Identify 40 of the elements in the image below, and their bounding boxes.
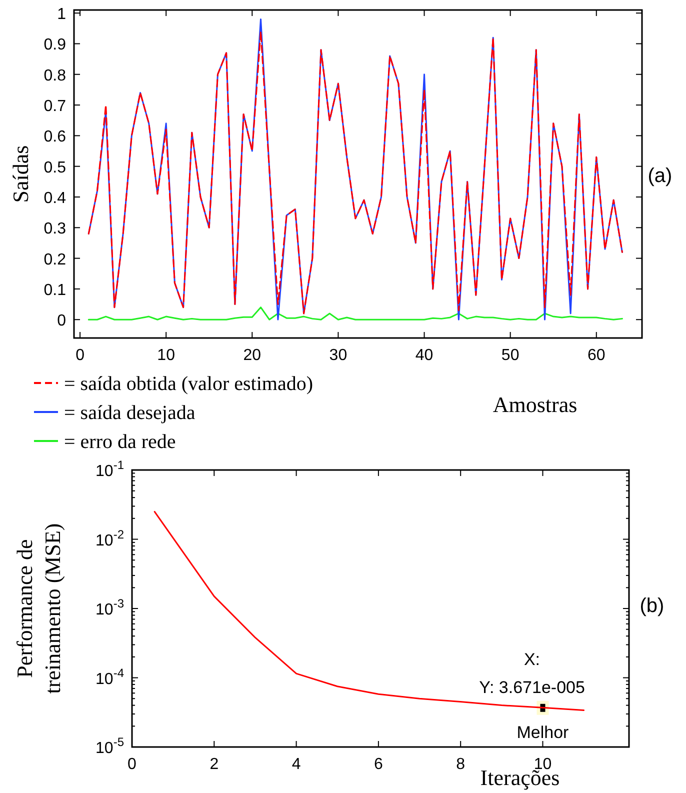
- y-tick-label: 10$^{-5}$: [96, 735, 124, 757]
- y-axis-title: Performance de treinamento (MSE): [12, 523, 65, 694]
- y-tick-label: 10$^{-3}$: [96, 596, 124, 618]
- annotation: X:: [524, 650, 540, 669]
- series-label: Melhor: [516, 722, 570, 742]
- y-tick-label: 0.3: [44, 220, 66, 238]
- y-tick-label: 1: [57, 6, 66, 24]
- y-tick-label: 0.8: [44, 67, 66, 84]
- y-axis-title: Saídas: [8, 145, 33, 203]
- x-tick-label: 4: [292, 756, 301, 773]
- x-tick-label: 0: [76, 347, 85, 364]
- legend-label: = erro da rede: [64, 431, 176, 453]
- x-axis-title: Amostras: [492, 392, 578, 417]
- x-tick-label: 10: [157, 347, 176, 364]
- y-tick-label: 10$^{-1}$: [96, 458, 124, 480]
- y-tick-label: 0.7: [44, 98, 66, 116]
- text: (b): [640, 595, 664, 617]
- x-tick-label: 40: [415, 347, 434, 364]
- x-tick-label: 50: [501, 347, 520, 364]
- y-tick-label: 0.6: [44, 128, 66, 146]
- text: (a): [648, 165, 672, 187]
- annotation: Y: 3.671e-005: [479, 678, 585, 697]
- y-tick-label: 0.9: [44, 36, 66, 54]
- y-tick-label: 0.5: [44, 159, 66, 176]
- x-tick-label: 8: [456, 756, 466, 773]
- y-tick-label: 0: [57, 312, 66, 330]
- x-tick-label: 2: [210, 756, 219, 773]
- x-tick-label: 6: [374, 756, 383, 773]
- x-tick-label: 20: [243, 347, 262, 364]
- y-tick-label: 10$^{-4}$: [96, 666, 124, 688]
- legend-label: = saída desejada: [64, 402, 196, 424]
- x-tick-label: 30: [329, 347, 348, 364]
- legend-label: = saída obtida (valor estimado): [64, 373, 313, 395]
- y-tick-label: 10$^{-2}$: [96, 527, 124, 550]
- line-series: [88, 306, 623, 320]
- y-tick-label: 0.4: [44, 190, 66, 207]
- x-tick-label: 60: [587, 347, 606, 364]
- x-tick-label: 0: [128, 756, 137, 773]
- y-tick-label: 0.1: [44, 282, 66, 299]
- y-tick-label: 0.2: [44, 251, 66, 268]
